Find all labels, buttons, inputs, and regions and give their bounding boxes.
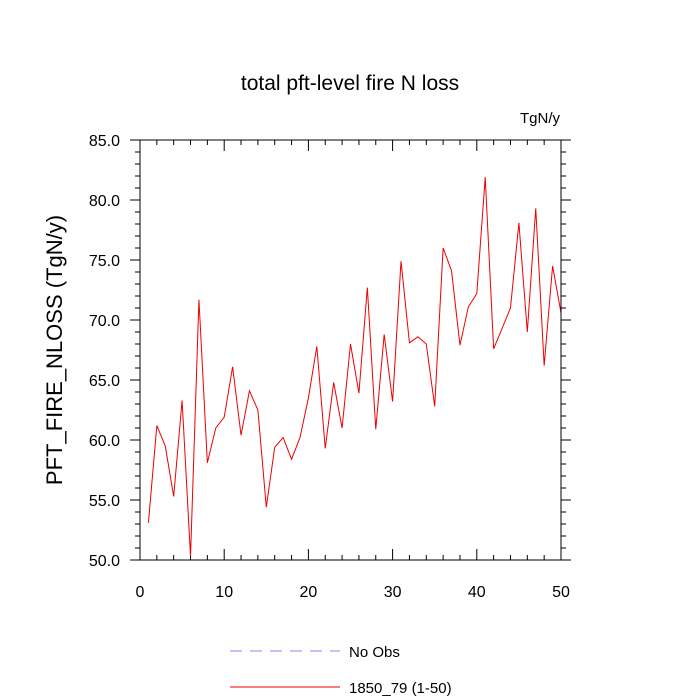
chart-title: total pft-level fire N loss: [241, 72, 459, 95]
plot-frame: [139, 139, 562, 561]
y-tick-label: 50.0: [89, 553, 120, 570]
y-tick-label: 75.0: [89, 253, 120, 270]
series-line: [147, 177, 562, 557]
y-tick-label: 85.0: [89, 133, 120, 150]
x-tick-label: 30: [384, 584, 402, 601]
legend-label: No Obs: [349, 644, 400, 661]
y-tick-label: 55.0: [89, 493, 120, 510]
axis-ticks: [130, 139, 571, 561]
units-label: TgN/y: [520, 110, 561, 127]
x-tick-label: 50: [552, 584, 570, 601]
x-tick-label: 40: [468, 584, 486, 601]
legend-label: 1850_79 (1-50): [349, 680, 452, 697]
y-axis-label: PFT_FIRE_NLOSS (TgN/y): [42, 215, 67, 485]
x-tick-label: 0: [136, 584, 145, 601]
y-tick-label: 65.0: [89, 373, 120, 390]
x-tick-label: 10: [215, 584, 233, 601]
y-tick-label: 70.0: [89, 313, 120, 330]
series-layer: [147, 177, 562, 557]
y-tick-label: 60.0: [89, 433, 120, 450]
legend: No Obs 1850_79 (1-50): [230, 644, 452, 697]
tick-labels: 0 10 20 30 40 50 50.0 55.0 60.0 65.0 70.0 75.0 80.0 8…: [89, 133, 570, 601]
x-tick-label: 20: [300, 584, 318, 601]
y-tick-label: 80.0: [89, 193, 120, 210]
